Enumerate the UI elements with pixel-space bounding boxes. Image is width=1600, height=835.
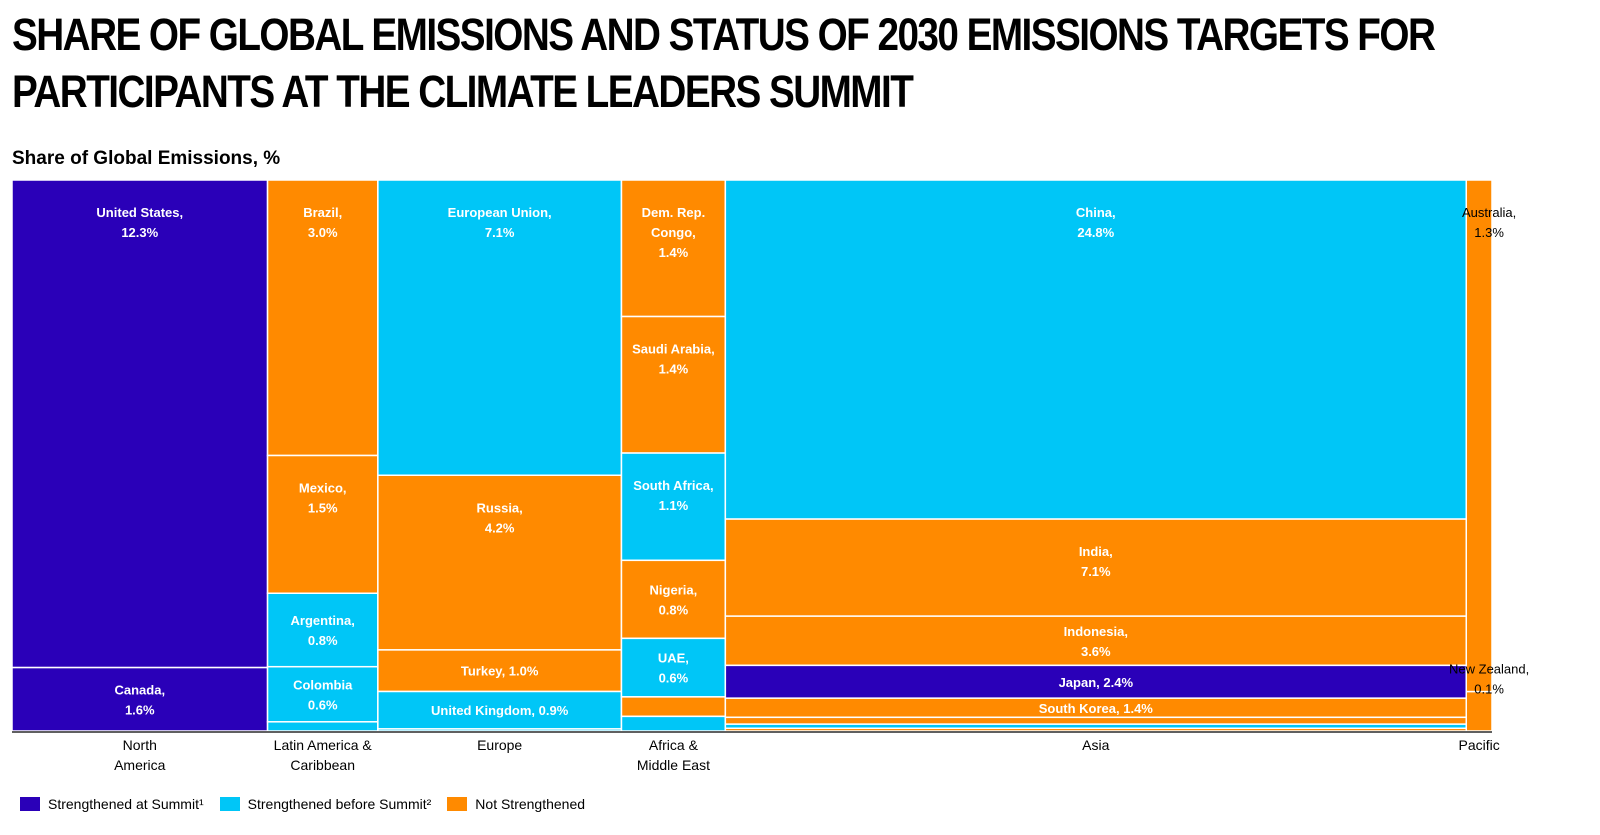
cell-label-russia: Russia, — [477, 500, 523, 515]
legend: Strengthened at Summit¹ Strengthened befo… — [20, 796, 601, 812]
cell-argentina — [266, 592, 379, 668]
region-label-north-america: North — [123, 737, 157, 753]
cell-united-states — [11, 179, 269, 669]
cell-label-china: 24.8% — [1077, 225, 1114, 240]
cell-label-australia: 1.3% — [1474, 225, 1504, 240]
chart-title-line-1: SHARE OF GLOBAL EMISSIONS AND STATUS OF … — [12, 9, 1436, 60]
region-label-europe: Europe — [477, 737, 522, 753]
cell-label-india: 7.1% — [1081, 564, 1111, 579]
cell-india — [724, 518, 1468, 617]
cell-japan — [724, 664, 1468, 699]
legend-label: Not Strengthened — [475, 796, 586, 812]
cell-turkey — [377, 649, 623, 693]
legend-item-strengthened-before-summit: Strengthened before Summit² — [219, 796, 432, 812]
cell-brazil — [266, 179, 379, 457]
cell-label-nigeria: 0.8% — [659, 602, 689, 617]
region-north-america — [11, 179, 269, 732]
cell-africa-middle-east-other-5 — [620, 696, 727, 718]
region-pacific — [1465, 179, 1493, 732]
cell-russia — [377, 474, 623, 651]
region-asia — [724, 179, 1468, 732]
cell-label-european-union: European Union, — [448, 205, 552, 220]
legend-item-strengthened-at-summit: Strengthened at Summit¹ — [20, 796, 204, 812]
cell-label-turkey: Turkey, 1.0% — [461, 664, 539, 679]
cell-colombia — [266, 665, 379, 723]
mosaic-chart: United States, 12.3% Canada, 1.6% North Ameri… — [11, 179, 1529, 773]
legend-item-not-strengthened: Not Strengthened — [447, 796, 585, 812]
cell-label-brazil: Brazil, — [303, 205, 342, 220]
cell-label-dem-rep-congo: 1.4% — [659, 245, 689, 260]
cell-label-mexico: 1.5% — [308, 501, 338, 516]
chart-title-line-2: PARTICIPANTS AT THE CLIMATE LEADERS SUMM… — [12, 66, 914, 117]
cell-label-saudi-arabia: 1.4% — [659, 362, 689, 377]
cell-label-uae: UAE, — [658, 651, 689, 666]
region-label-latin-america-caribbean: Caribbean — [290, 757, 355, 773]
cell-europe-other-4 — [377, 728, 623, 732]
cell-label-south-africa: South Africa, — [633, 478, 713, 493]
cell-label-india: India, — [1079, 544, 1113, 559]
legend-swatch — [20, 797, 40, 811]
cell-label-united-states: United States, — [96, 205, 183, 220]
cell-label-brazil: 3.0% — [308, 225, 338, 240]
cell-nigeria — [620, 559, 727, 640]
legend-swatch — [219, 797, 240, 811]
cell-mexico — [266, 454, 379, 594]
cell-label-european-union: 7.1% — [485, 225, 515, 240]
cell-label-south-africa: 1.1% — [659, 498, 689, 513]
cell-label-canada: 1.6% — [125, 702, 155, 717]
cell-label-argentina: Argentina, — [291, 613, 355, 628]
region-label-africa-middle-east: Middle East — [637, 757, 710, 773]
region-label-latin-america-caribbean: Latin America & — [274, 737, 373, 753]
cell-label-mexico: Mexico, — [299, 481, 347, 496]
region-europe — [377, 179, 623, 732]
cell-label-japan: Japan, 2.4% — [1059, 675, 1134, 690]
cell-saudi-arabia — [620, 315, 727, 454]
cell-label-south-korea: South Korea, 1.4% — [1039, 701, 1154, 716]
cell-asia-other-5 — [724, 716, 1468, 725]
region-africa-middle-east — [620, 179, 727, 732]
cell-label-dem-rep-congo: Dem. Rep. — [642, 205, 706, 220]
cell-new-zealand — [1465, 690, 1493, 732]
region-latin-america-caribbean — [266, 179, 379, 732]
cell-latin-america-caribbean-other-4 — [266, 721, 379, 732]
cell-label-uae: 0.6% — [659, 671, 689, 686]
cell-label-new-zealand: 0.1% — [1474, 682, 1504, 697]
cell-asia-other-7 — [724, 727, 1468, 732]
y-axis-label: Share of Global Emissions, % — [12, 148, 281, 169]
cell-australia — [1465, 179, 1493, 693]
cell-africa-middle-east-other-6 — [620, 715, 727, 732]
cell-label-canada: Canada, — [114, 682, 165, 697]
chart-title: SHARE OF GLOBAL EMISSIONS AND STATUS OF … — [12, 6, 1436, 120]
cell-dem-rep-congo — [620, 179, 727, 318]
cell-label-colombia: Colombia — [293, 677, 353, 692]
legend-label: Strengthened at Summit¹ — [48, 796, 204, 812]
cell-label-new-zealand: New Zealand, — [1449, 662, 1529, 677]
cell-label-australia: Australia, — [1462, 205, 1516, 220]
cell-label-united-kingdom: United Kingdom, 0.9% — [431, 703, 569, 718]
cell-label-russia: 4.2% — [485, 520, 515, 535]
legend-swatch — [447, 797, 468, 811]
region-label-africa-middle-east: Africa & — [649, 737, 699, 753]
region-label-pacific: Pacific — [1459, 737, 1500, 753]
cell-label-saudi-arabia: Saudi Arabia, — [632, 342, 715, 357]
cell-label-china: China, — [1076, 205, 1116, 220]
cell-label-nigeria: Nigeria, — [650, 582, 698, 597]
cell-label-colombia: 0.6% — [308, 697, 338, 712]
cell-label-indonesia: Indonesia, — [1064, 624, 1128, 639]
cell-canada — [11, 666, 269, 732]
cell-label-dem-rep-congo: Congo, — [651, 225, 696, 240]
cell-uae — [620, 637, 727, 698]
region-label-asia: Asia — [1082, 737, 1109, 753]
cell-label-argentina: 0.8% — [308, 633, 338, 648]
legend-label: Strengthened before Summit² — [247, 796, 432, 812]
cell-label-united-states: 12.3% — [121, 225, 158, 240]
cell-label-indonesia: 3.6% — [1081, 644, 1111, 659]
region-label-north-america: America — [114, 757, 166, 773]
